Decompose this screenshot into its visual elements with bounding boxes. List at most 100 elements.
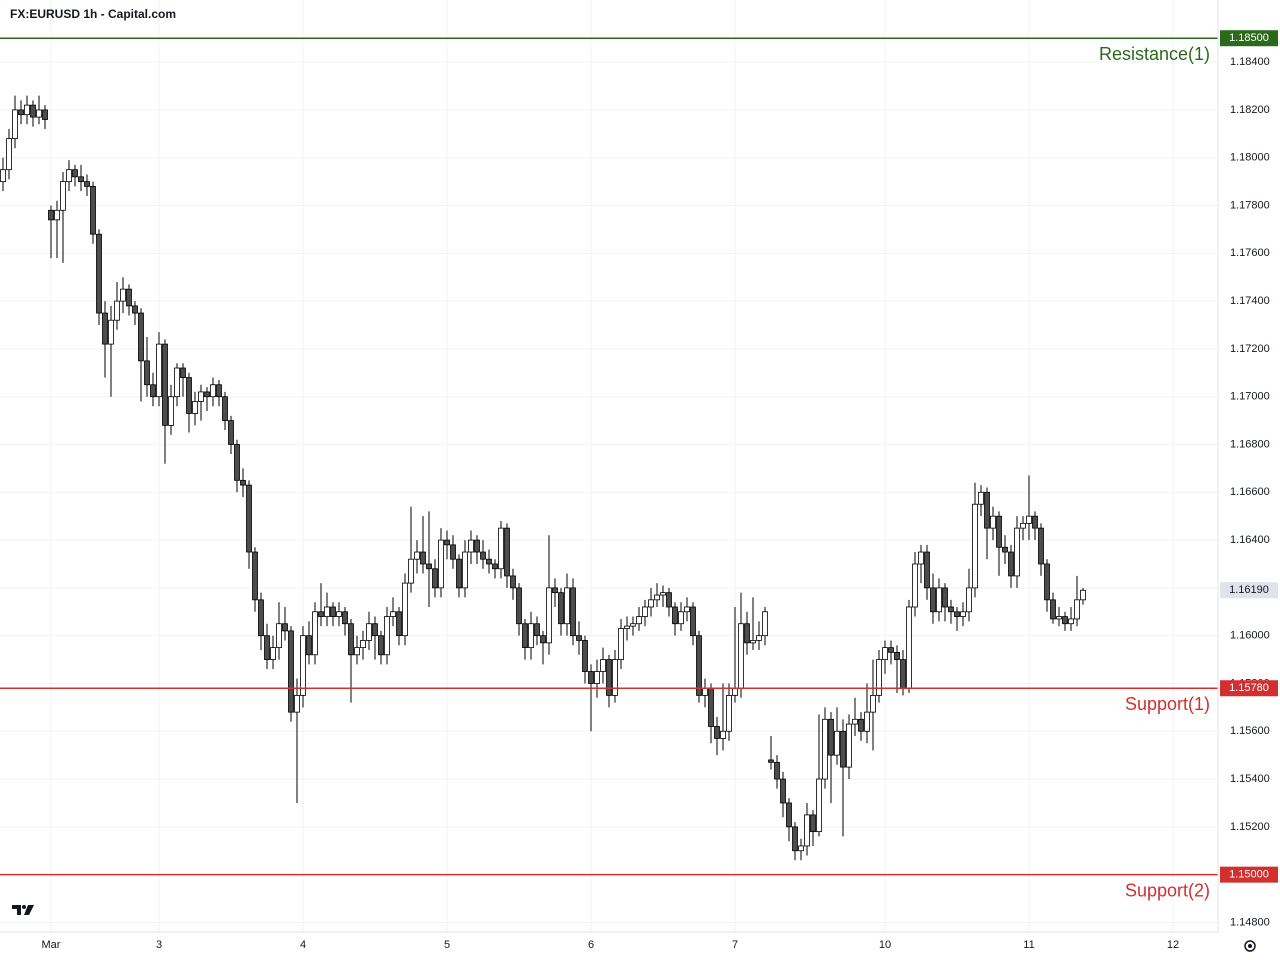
candle-body xyxy=(408,558,414,584)
candle-body xyxy=(588,671,594,684)
candle-body xyxy=(288,630,294,713)
candle-body xyxy=(804,814,810,847)
candle-body xyxy=(30,104,36,118)
candle-body xyxy=(714,726,720,739)
candle-body xyxy=(168,396,174,426)
candle-body xyxy=(1008,551,1014,577)
y-tick-label: 1.17400 xyxy=(1230,295,1270,307)
settings-icon[interactable] xyxy=(1244,940,1256,952)
gear[interactable] xyxy=(1244,940,1256,952)
candle-body xyxy=(534,623,540,637)
x-tick-label: Mar xyxy=(42,939,61,951)
candle-body xyxy=(612,659,618,696)
logo xyxy=(8,898,40,922)
overlay-layer: 1.148001.150001.152001.154001.156001.158… xyxy=(0,30,1278,951)
candle-body xyxy=(606,659,612,696)
candle-body xyxy=(468,539,474,553)
candle-body xyxy=(1038,527,1044,565)
candle-body xyxy=(546,587,552,644)
candle-body xyxy=(120,288,126,302)
candle-body xyxy=(138,312,144,362)
x-tick-label: 4 xyxy=(300,939,306,951)
y-tick-label: 1.17000 xyxy=(1230,391,1270,403)
candle-body xyxy=(870,695,876,713)
gear-center[interactable] xyxy=(1248,944,1252,948)
candle-body xyxy=(672,606,678,625)
candle-body xyxy=(654,594,660,601)
candle-body xyxy=(642,606,648,617)
candle-body xyxy=(828,718,834,756)
candle-body xyxy=(942,587,948,608)
candle-body xyxy=(108,319,114,345)
candle-body xyxy=(222,396,228,421)
candle-body xyxy=(768,759,774,763)
candle-body xyxy=(240,479,246,486)
candle-body xyxy=(552,587,558,594)
candle-body xyxy=(600,659,606,672)
candle-body xyxy=(1002,546,1008,553)
candle-body xyxy=(900,659,906,689)
candle-body xyxy=(198,391,204,402)
candle-body xyxy=(330,606,336,617)
candle-body xyxy=(144,360,150,386)
candle-body xyxy=(966,587,972,613)
candle-body xyxy=(1032,515,1038,529)
candle-body xyxy=(54,209,60,221)
level-price-box xyxy=(1220,30,1278,47)
x-tick-label: 3 xyxy=(156,939,162,951)
logo-dot xyxy=(22,905,26,909)
candle-body xyxy=(918,551,924,565)
candle-body xyxy=(48,209,54,221)
candle-body xyxy=(738,623,744,689)
logo-mark xyxy=(12,905,21,915)
candle-body xyxy=(528,623,534,649)
candle-body xyxy=(864,711,870,732)
candle-body xyxy=(972,503,978,589)
candle-body xyxy=(204,391,210,398)
level-price-label: 1.15780 xyxy=(1229,682,1269,694)
candle-body xyxy=(492,563,498,570)
x-tick-label: 11 xyxy=(1023,939,1034,951)
candle-body xyxy=(504,527,510,577)
candle-body xyxy=(396,611,402,637)
level-price-box xyxy=(1220,866,1278,883)
candle-body xyxy=(564,587,570,625)
candle-body xyxy=(522,623,528,649)
candle-body xyxy=(792,826,798,852)
candle-body xyxy=(234,444,240,481)
candle-body xyxy=(876,659,882,696)
candle-body xyxy=(1080,589,1086,601)
candle-body xyxy=(726,695,732,732)
candle-body xyxy=(624,625,630,629)
candle-body xyxy=(312,611,318,656)
candle-body xyxy=(126,288,132,307)
candle-body xyxy=(732,687,738,696)
candle-body xyxy=(90,185,96,235)
candle-body xyxy=(480,551,486,560)
candle-body xyxy=(72,169,78,178)
candle-body xyxy=(780,778,786,804)
candle-body xyxy=(264,635,270,660)
candle-body xyxy=(936,587,942,613)
candle-body xyxy=(282,623,288,632)
candle-body xyxy=(510,575,516,589)
candle-body xyxy=(372,623,378,637)
candle-body xyxy=(12,109,18,140)
candle-body xyxy=(438,539,444,589)
candle-body xyxy=(324,606,330,617)
candle-body xyxy=(540,635,546,644)
level-price-box xyxy=(1220,680,1278,697)
x-tick-label: 12 xyxy=(1167,939,1179,951)
candle-body xyxy=(954,611,960,617)
candle-body xyxy=(594,671,600,684)
candle-body xyxy=(744,623,750,644)
candle-body xyxy=(912,563,918,608)
candle-body xyxy=(252,551,258,601)
y-tick-label: 1.16000 xyxy=(1230,630,1270,642)
candle-body xyxy=(456,558,462,589)
candle-body xyxy=(300,635,306,696)
candle-body xyxy=(246,484,252,553)
candle-body xyxy=(924,551,930,589)
